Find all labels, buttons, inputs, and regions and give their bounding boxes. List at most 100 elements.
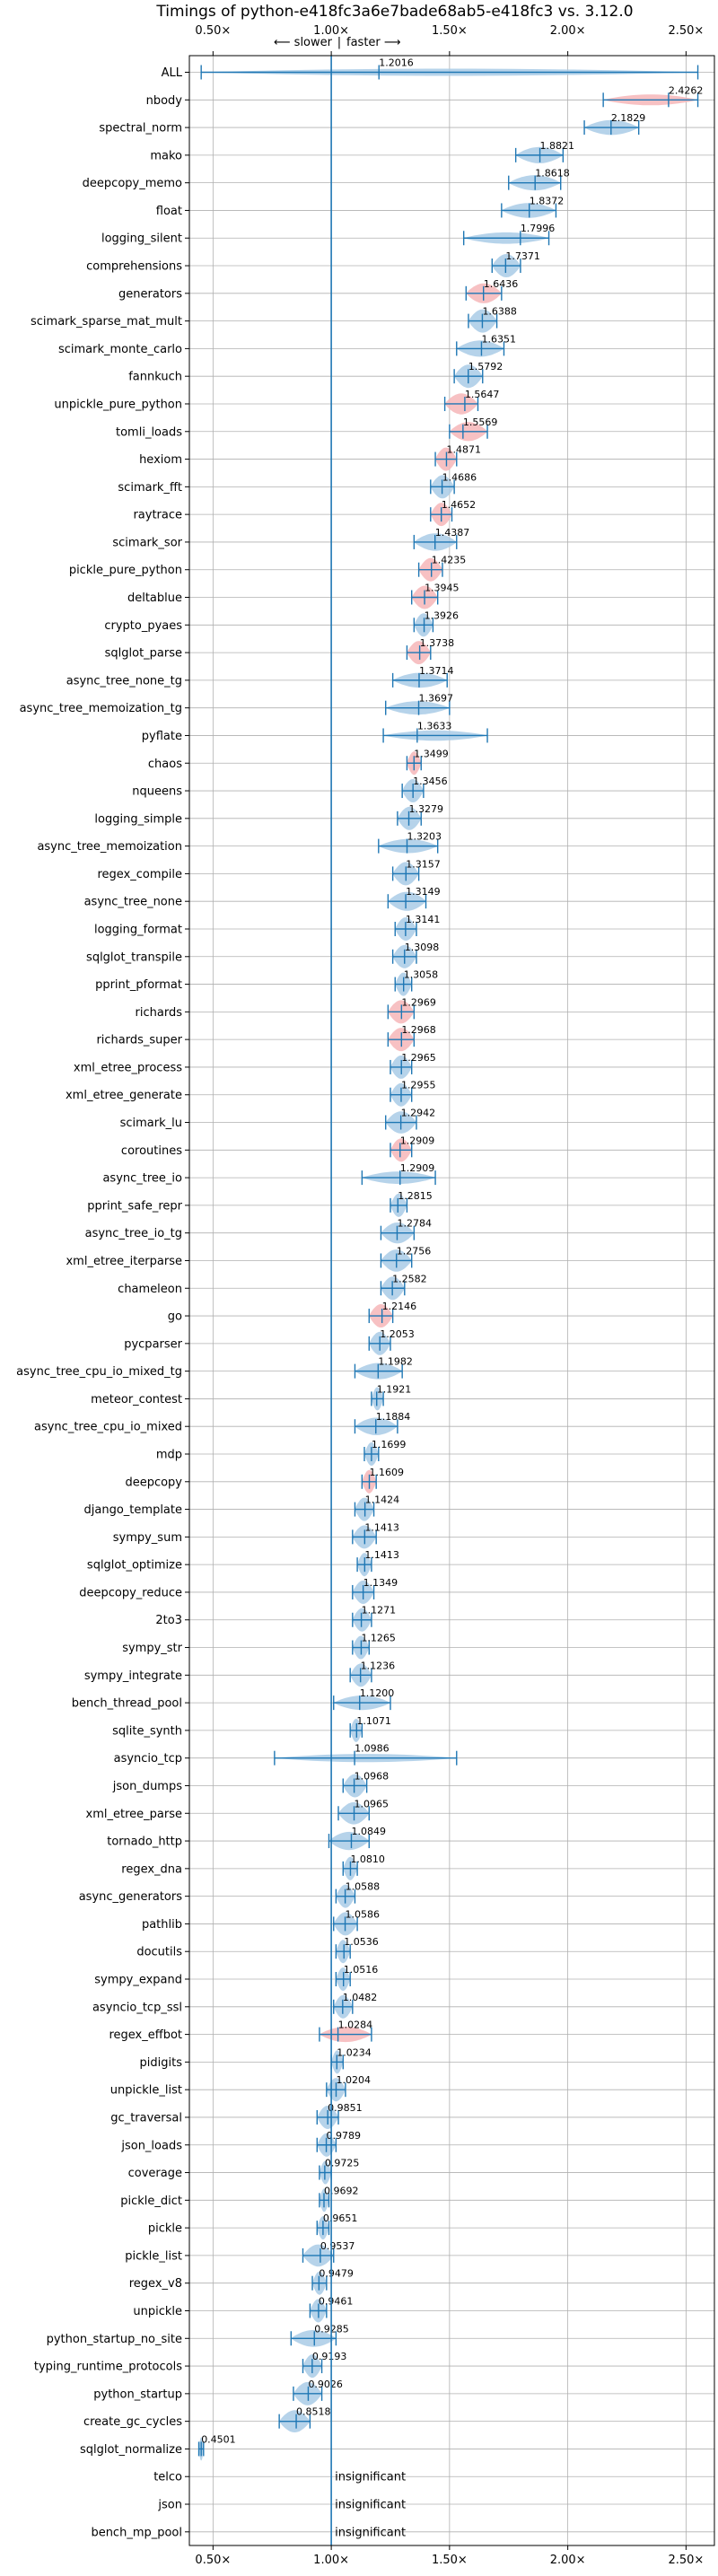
value-annotation: 1.7996 <box>521 223 556 234</box>
value-annotation: 1.2784 <box>397 1218 432 1230</box>
value-annotation: 1.2053 <box>380 1328 415 1340</box>
value-annotation: 1.2815 <box>398 1190 433 1202</box>
benchmark-label: pathlib <box>142 1918 182 1932</box>
benchmark-label: regex_effbot <box>109 2028 182 2042</box>
benchmark-label: typing_runtime_protocols <box>34 2361 182 2374</box>
benchmark-label: regex_dna <box>121 1862 182 1876</box>
benchmark-label: coroutines <box>121 1144 182 1158</box>
value-annotation: 1.1424 <box>365 1494 400 1506</box>
benchmark-label: regex_compile <box>97 868 182 881</box>
benchmark-label: json_dumps <box>112 1780 182 1793</box>
benchmark-label: generators <box>118 287 182 301</box>
value-annotation: 1.0586 <box>346 1908 381 1920</box>
x-tick-label-bottom: 2.50× <box>668 2554 704 2567</box>
direction-label-divider: | <box>337 36 341 49</box>
value-annotation: 1.3697 <box>419 693 454 705</box>
value-annotation: 1.3926 <box>425 609 460 621</box>
benchmark-label: sympy_str <box>122 1642 182 1655</box>
benchmark-label: bench_thread_pool <box>72 1697 182 1711</box>
benchmark-label: docutils <box>136 1946 182 1959</box>
benchmark-label: scimark_lu <box>120 1117 182 1130</box>
plot-frame <box>188 55 715 2546</box>
value-annotation: 0.9479 <box>319 2268 354 2280</box>
benchmark-label: async_tree_memoization <box>37 840 182 854</box>
benchmark-label: hexiom <box>139 453 182 467</box>
benchmark-label: create_gc_cycles <box>83 2415 182 2429</box>
benchmark-label: async_tree_io <box>102 1172 182 1186</box>
benchmark-label: pickle_dict <box>120 2195 182 2208</box>
benchmark-label: asyncio_tcp <box>114 1752 182 1766</box>
benchmark-label: meteor_contest <box>91 1393 182 1406</box>
x-tick-label-bottom: 1.00× <box>313 2554 349 2567</box>
benchmark-label: async_tree_cpu_io_mixed_tg <box>16 1365 182 1379</box>
benchmark-label: sqlglot_transpile <box>86 951 182 964</box>
value-annotation: 2.4262 <box>669 84 704 96</box>
benchmark-label: xml_etree_process <box>74 1061 182 1074</box>
x-tick-label-top: 1.50× <box>432 24 468 38</box>
value-annotation: 1.8618 <box>535 168 570 180</box>
value-annotation: 1.2968 <box>401 1024 436 1036</box>
value-annotation: 0.9461 <box>319 2295 354 2307</box>
value-annotation: 1.1609 <box>370 1467 405 1478</box>
grid-lines <box>189 56 714 2545</box>
benchmark-label: pickle_pure_python <box>69 564 182 577</box>
benchmark-label: pickle <box>148 2222 182 2236</box>
insignificant-label: insignificant <box>335 2471 406 2484</box>
value-annotation: 1.0482 <box>343 1992 378 2003</box>
benchmark-label: sqlite_synth <box>112 1724 182 1738</box>
benchmark-label: 2to3 <box>155 1614 182 1627</box>
benchmark-label: spectral_norm <box>99 122 182 136</box>
benchmark-label: fannkuch <box>128 371 182 384</box>
value-annotation: 1.8821 <box>540 140 575 152</box>
benchmark-label: deepcopy_reduce <box>79 1586 182 1599</box>
value-annotation: 0.9725 <box>325 2158 360 2169</box>
value-annotation: 1.0234 <box>337 2046 372 2058</box>
value-annotation: 1.1884 <box>376 1411 411 1423</box>
benchmark-label: sqlglot_optimize <box>87 1559 182 1573</box>
value-annotation: 1.2969 <box>401 996 436 1008</box>
benchmark-label: python_startup <box>93 2388 182 2401</box>
value-annotation: 1.8372 <box>530 195 565 206</box>
value-annotation: 1.4387 <box>435 527 470 539</box>
value-annotation: 1.0536 <box>344 1936 379 1948</box>
benchmark-label: raytrace <box>133 509 182 522</box>
benchmark-label: sqlglot_normalize <box>80 2443 182 2457</box>
benchmark-label: unpickle_pure_python <box>54 398 182 411</box>
value-annotation: 1.3157 <box>406 858 441 870</box>
value-annotation: 1.2756 <box>397 1245 432 1257</box>
benchmark-label: pyflate <box>142 730 182 743</box>
value-annotation: 1.0284 <box>338 2020 373 2031</box>
value-annotation: 1.2582 <box>392 1273 427 1284</box>
benchmark-label: pprint_pformat <box>95 978 182 992</box>
value-annotation: 1.3149 <box>406 886 441 898</box>
benchmark-label: async_generators <box>79 1890 183 1904</box>
value-annotation: 1.3633 <box>417 720 452 732</box>
benchmark-label: sympy_sum <box>113 1531 182 1545</box>
benchmark-label: pickle_list <box>125 2249 182 2263</box>
benchmark-label: unpickle_list <box>110 2084 182 2098</box>
value-annotation: 1.3058 <box>404 969 439 981</box>
value-annotation: 2.1829 <box>611 112 646 124</box>
benchmark-label: pprint_safe_repr <box>87 1199 182 1213</box>
value-annotation: 1.4871 <box>446 444 481 456</box>
value-annotation: 1.4235 <box>432 555 466 566</box>
benchmark-label: python_startup_no_site <box>47 2333 182 2346</box>
value-annotation: 1.3738 <box>420 637 455 649</box>
benchmark-label: asyncio_tcp_ssl <box>92 2001 182 2014</box>
value-annotation: 1.4652 <box>442 499 477 511</box>
benchmark-label: xml_etree_iterparse <box>66 1255 182 1268</box>
benchmark-label: json_loads <box>120 2139 182 2152</box>
value-annotation: 1.2909 <box>400 1162 435 1174</box>
direction-label-slower: ⟵ slower <box>274 36 333 49</box>
benchmark-label: async_tree_io_tg <box>85 1227 182 1240</box>
value-annotation: 0.9692 <box>324 2185 359 2196</box>
value-annotation: 0.9851 <box>328 2102 363 2114</box>
value-annotation: 1.6351 <box>481 333 516 345</box>
benchmark-label: scimark_sparse_mat_mult <box>31 315 182 329</box>
value-annotation: 1.3203 <box>407 831 442 843</box>
benchmark-label: nqueens <box>132 785 182 799</box>
value-annotation: 1.2016 <box>379 57 414 69</box>
value-annotation: 1.2955 <box>401 1080 436 1091</box>
benchmark-label: django_template <box>84 1503 182 1517</box>
